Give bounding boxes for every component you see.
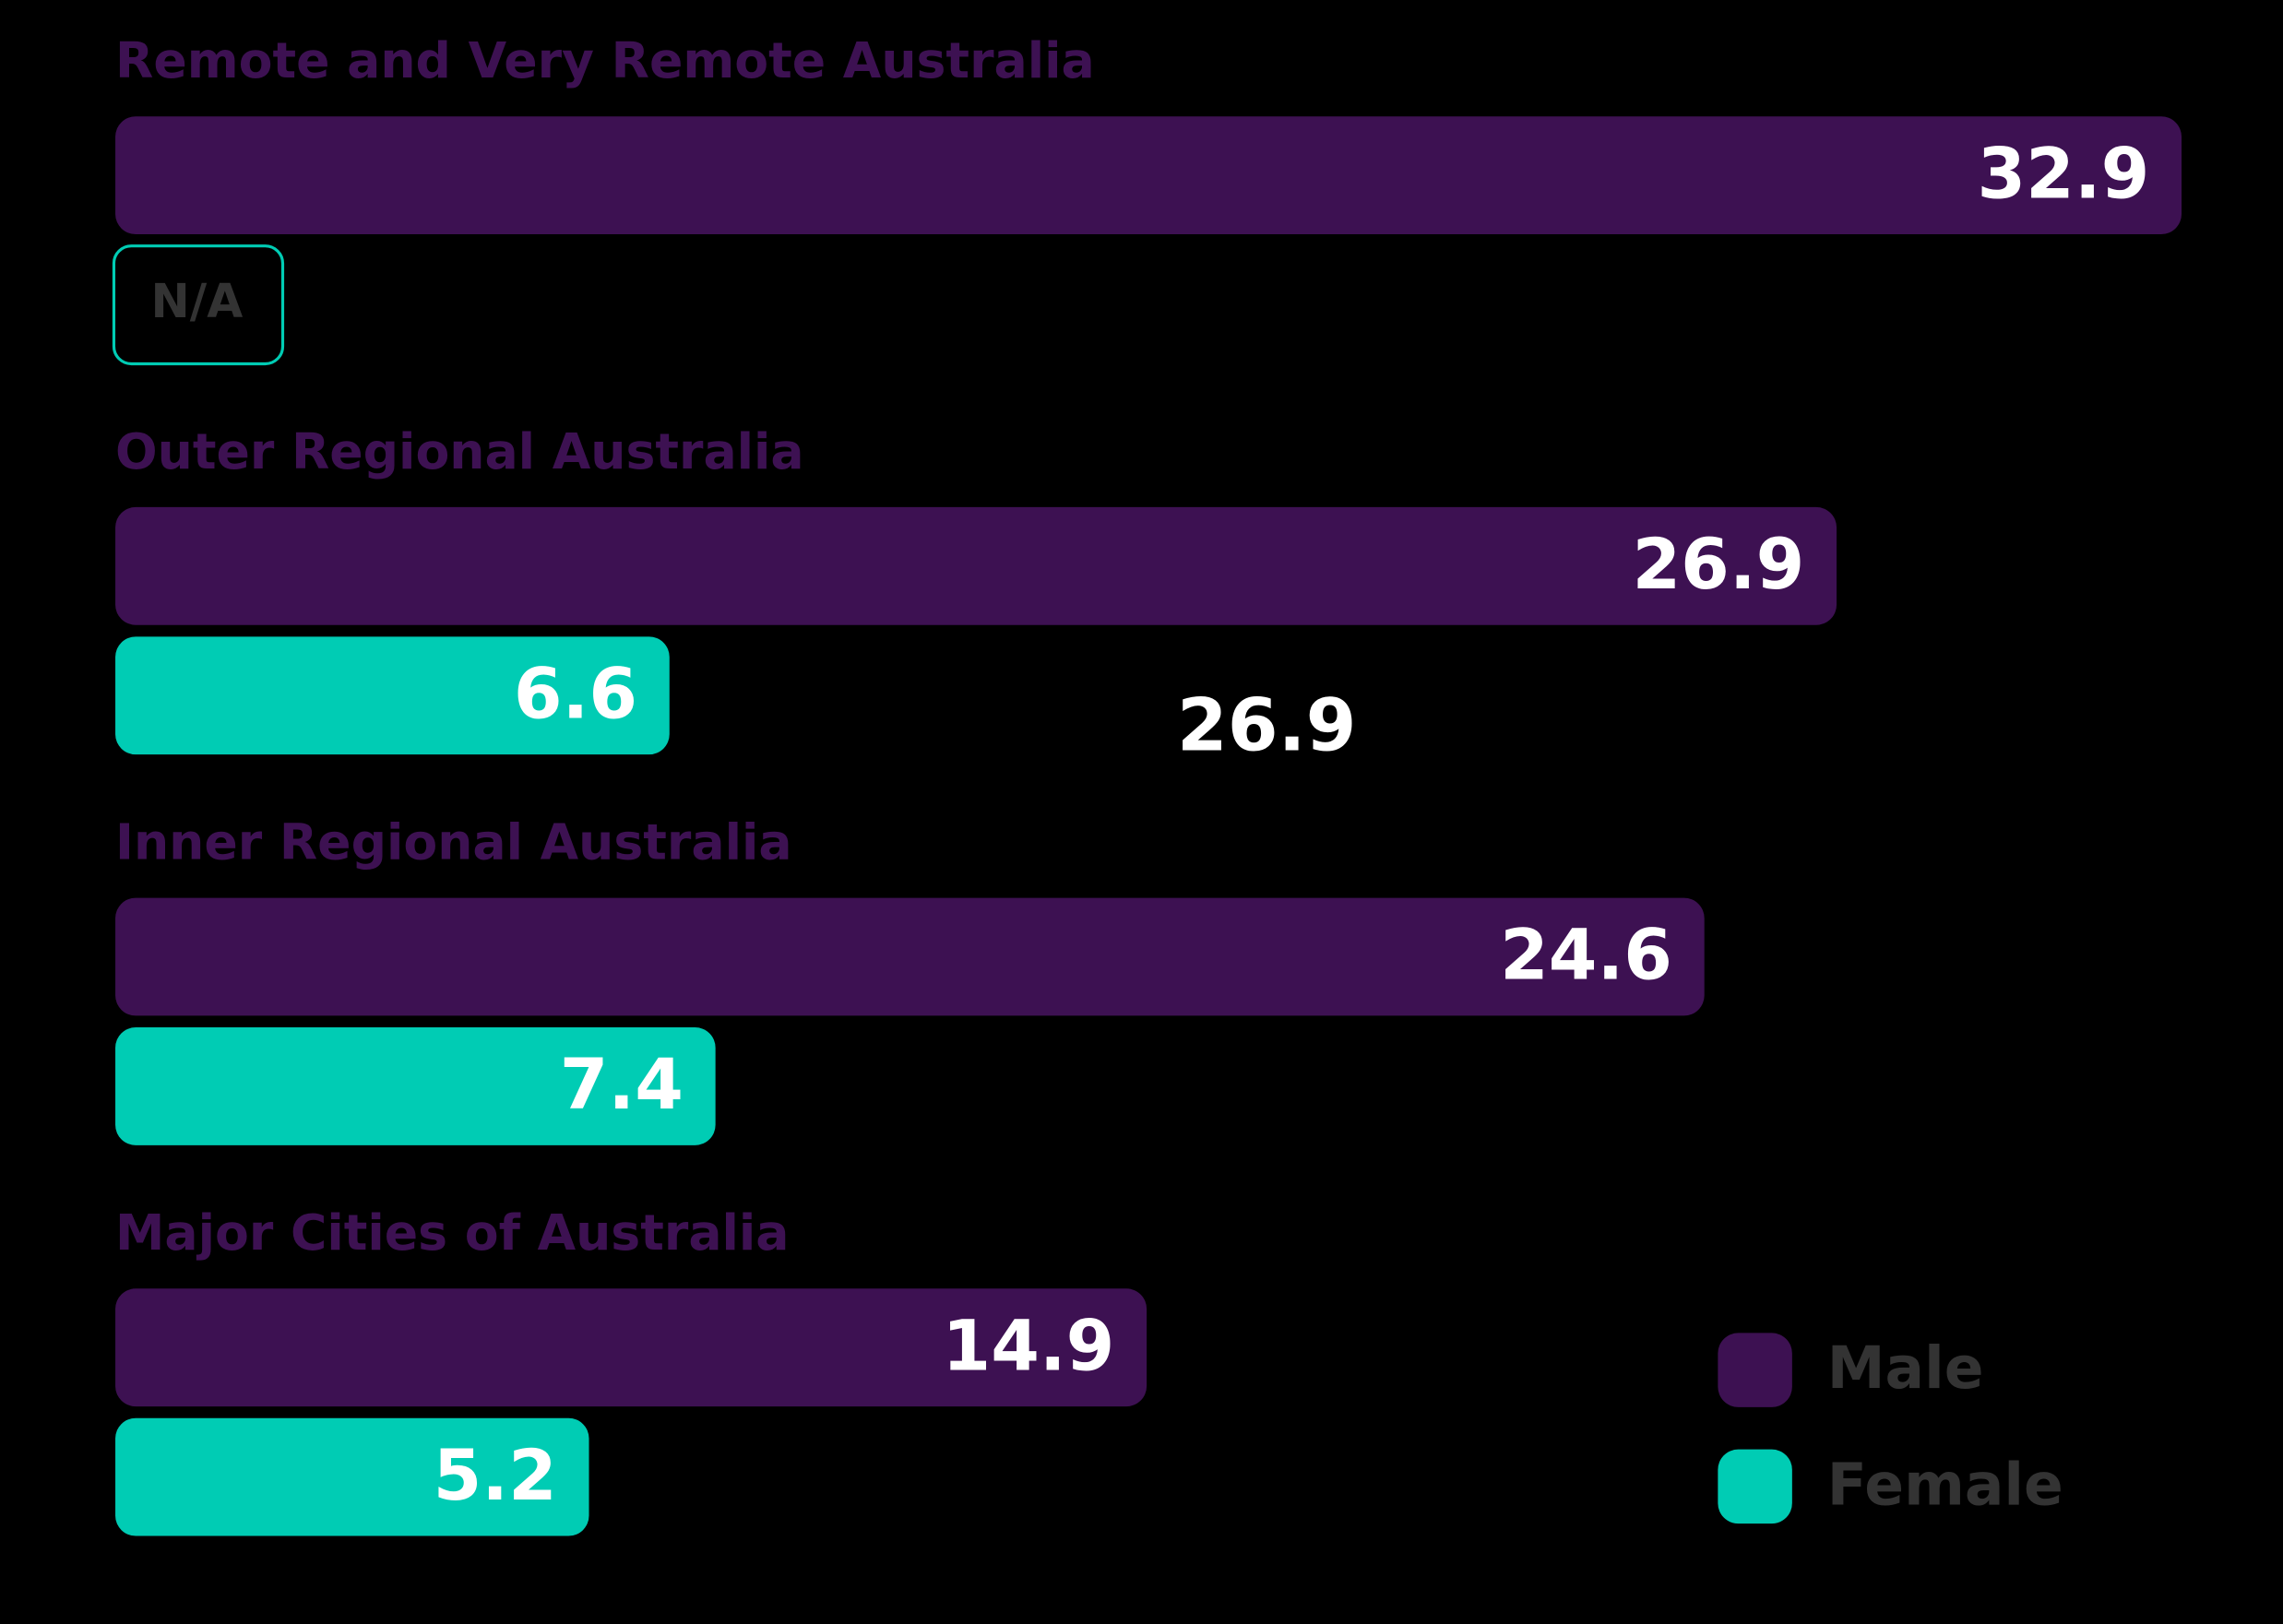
category-label: Inner Regional Australia	[115, 812, 791, 871]
value-label: 5.2	[434, 1435, 557, 1516]
bar	[115, 1288, 1147, 1407]
value-label: 24.6	[1500, 915, 1672, 996]
category-label: Major Cities of Australia	[115, 1203, 789, 1262]
missing-box	[112, 244, 285, 366]
legend-swatch	[1718, 1333, 1792, 1407]
missing-label: N/A	[151, 274, 244, 328]
bar	[115, 1027, 716, 1145]
legend-label: Female	[1827, 1450, 2063, 1518]
value-label: 32.9	[1977, 133, 2149, 214]
value-label: 14.9	[943, 1305, 1115, 1386]
bar	[115, 897, 1705, 1016]
category-label: Outer Regional Australia	[115, 422, 804, 480]
category-label: Remote and Very Remote Australia	[115, 31, 1095, 89]
value-label: 7.4	[560, 1044, 684, 1125]
annotation: 26.9	[1177, 683, 1357, 768]
legend-swatch	[1718, 1449, 1792, 1524]
value-label: 6.6	[514, 653, 637, 734]
bar	[115, 506, 1837, 625]
legend-label: Male	[1827, 1334, 1984, 1402]
bar	[115, 116, 2182, 235]
value-label: 26.9	[1632, 524, 1804, 605]
bar	[115, 1417, 589, 1536]
bar	[115, 636, 670, 755]
